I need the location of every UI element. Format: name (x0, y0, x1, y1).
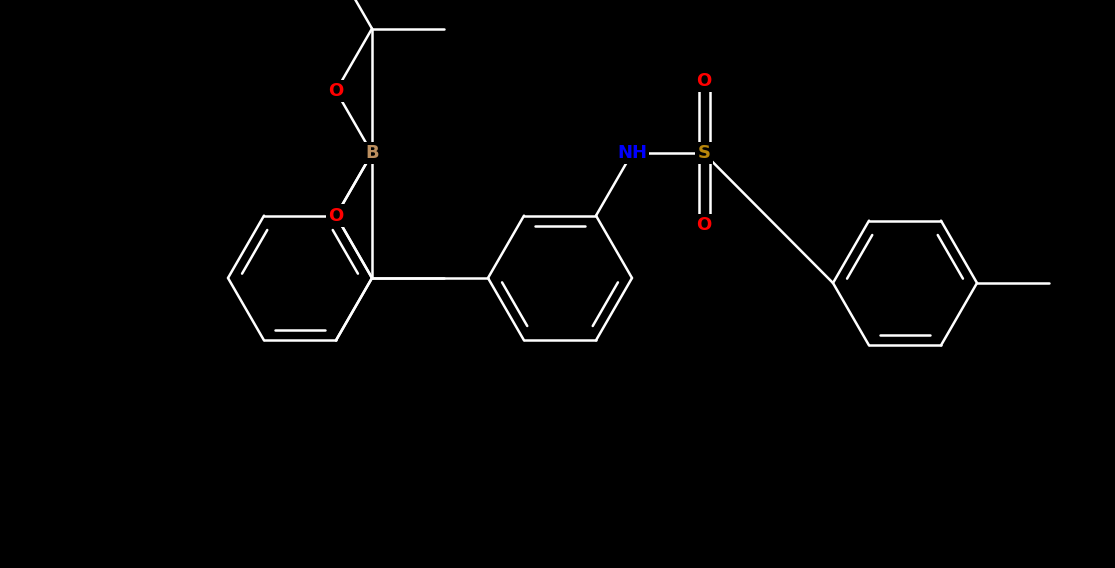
Text: B: B (366, 144, 379, 162)
Text: O: O (697, 72, 711, 90)
Text: NH: NH (617, 144, 647, 162)
Text: O: O (329, 82, 343, 100)
Text: O: O (697, 216, 711, 234)
Text: S: S (698, 144, 710, 162)
Text: O: O (329, 207, 343, 225)
